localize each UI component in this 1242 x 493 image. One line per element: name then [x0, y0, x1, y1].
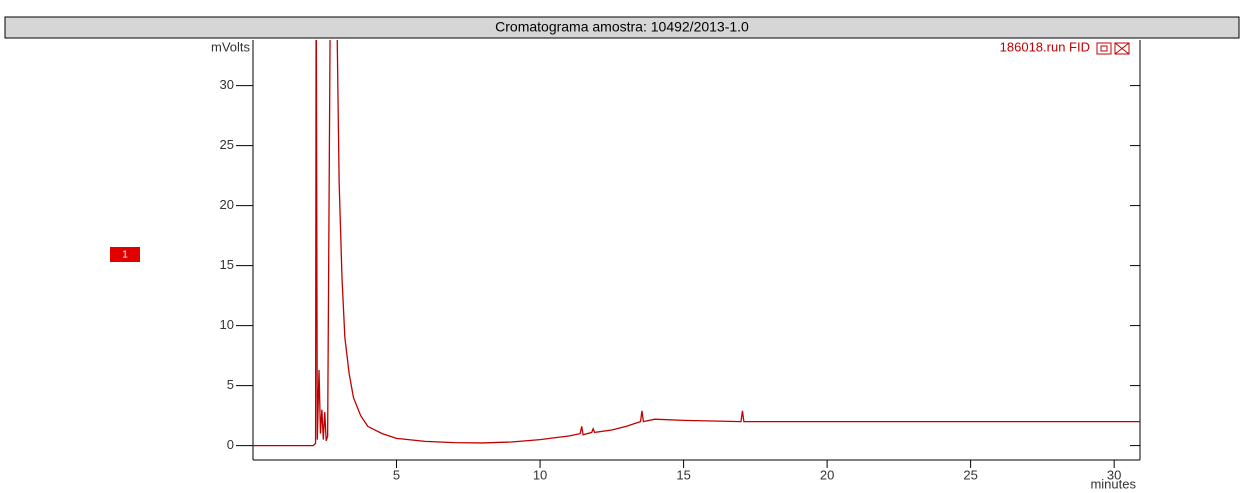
- plot-area: [253, 40, 1140, 447]
- close-icon-cross: [1114, 42, 1130, 55]
- x-tick-label: 25: [963, 467, 977, 482]
- peak-marker-box: [110, 247, 140, 262]
- y-tick-label: 20: [220, 197, 234, 212]
- x-tick-label: 5: [393, 467, 400, 482]
- x-tick-label: 30: [1107, 467, 1121, 482]
- restore-icon-inner: [1100, 45, 1108, 52]
- restore-icon[interactable]: [1096, 42, 1112, 55]
- peak-marker-label: 1: [122, 250, 128, 261]
- close-icon[interactable]: [1114, 42, 1130, 55]
- signal-line: [253, 40, 1140, 447]
- y-tick-label: 5: [227, 377, 234, 392]
- y-axis-label: mVolts: [211, 39, 251, 54]
- y-tick-label: 25: [220, 137, 234, 152]
- x-tick-label: 20: [820, 467, 834, 482]
- y-tick-label: 15: [220, 257, 234, 272]
- x-tick-label: 10: [533, 467, 547, 482]
- x-axis-label: minutes: [1090, 476, 1136, 491]
- legend-label: 186018.run FID: [1000, 39, 1090, 54]
- window-icons[interactable]: [1096, 42, 1130, 55]
- y-tick-label: 0: [227, 437, 234, 452]
- y-tick-label: 10: [220, 317, 234, 332]
- title-bar: [4, 16, 1240, 39]
- x-tick-label: 15: [676, 467, 690, 482]
- y-tick-label: 30: [220, 77, 234, 92]
- chart-title: Cromatograma amostra: 10492/2013-1.0: [495, 19, 749, 35]
